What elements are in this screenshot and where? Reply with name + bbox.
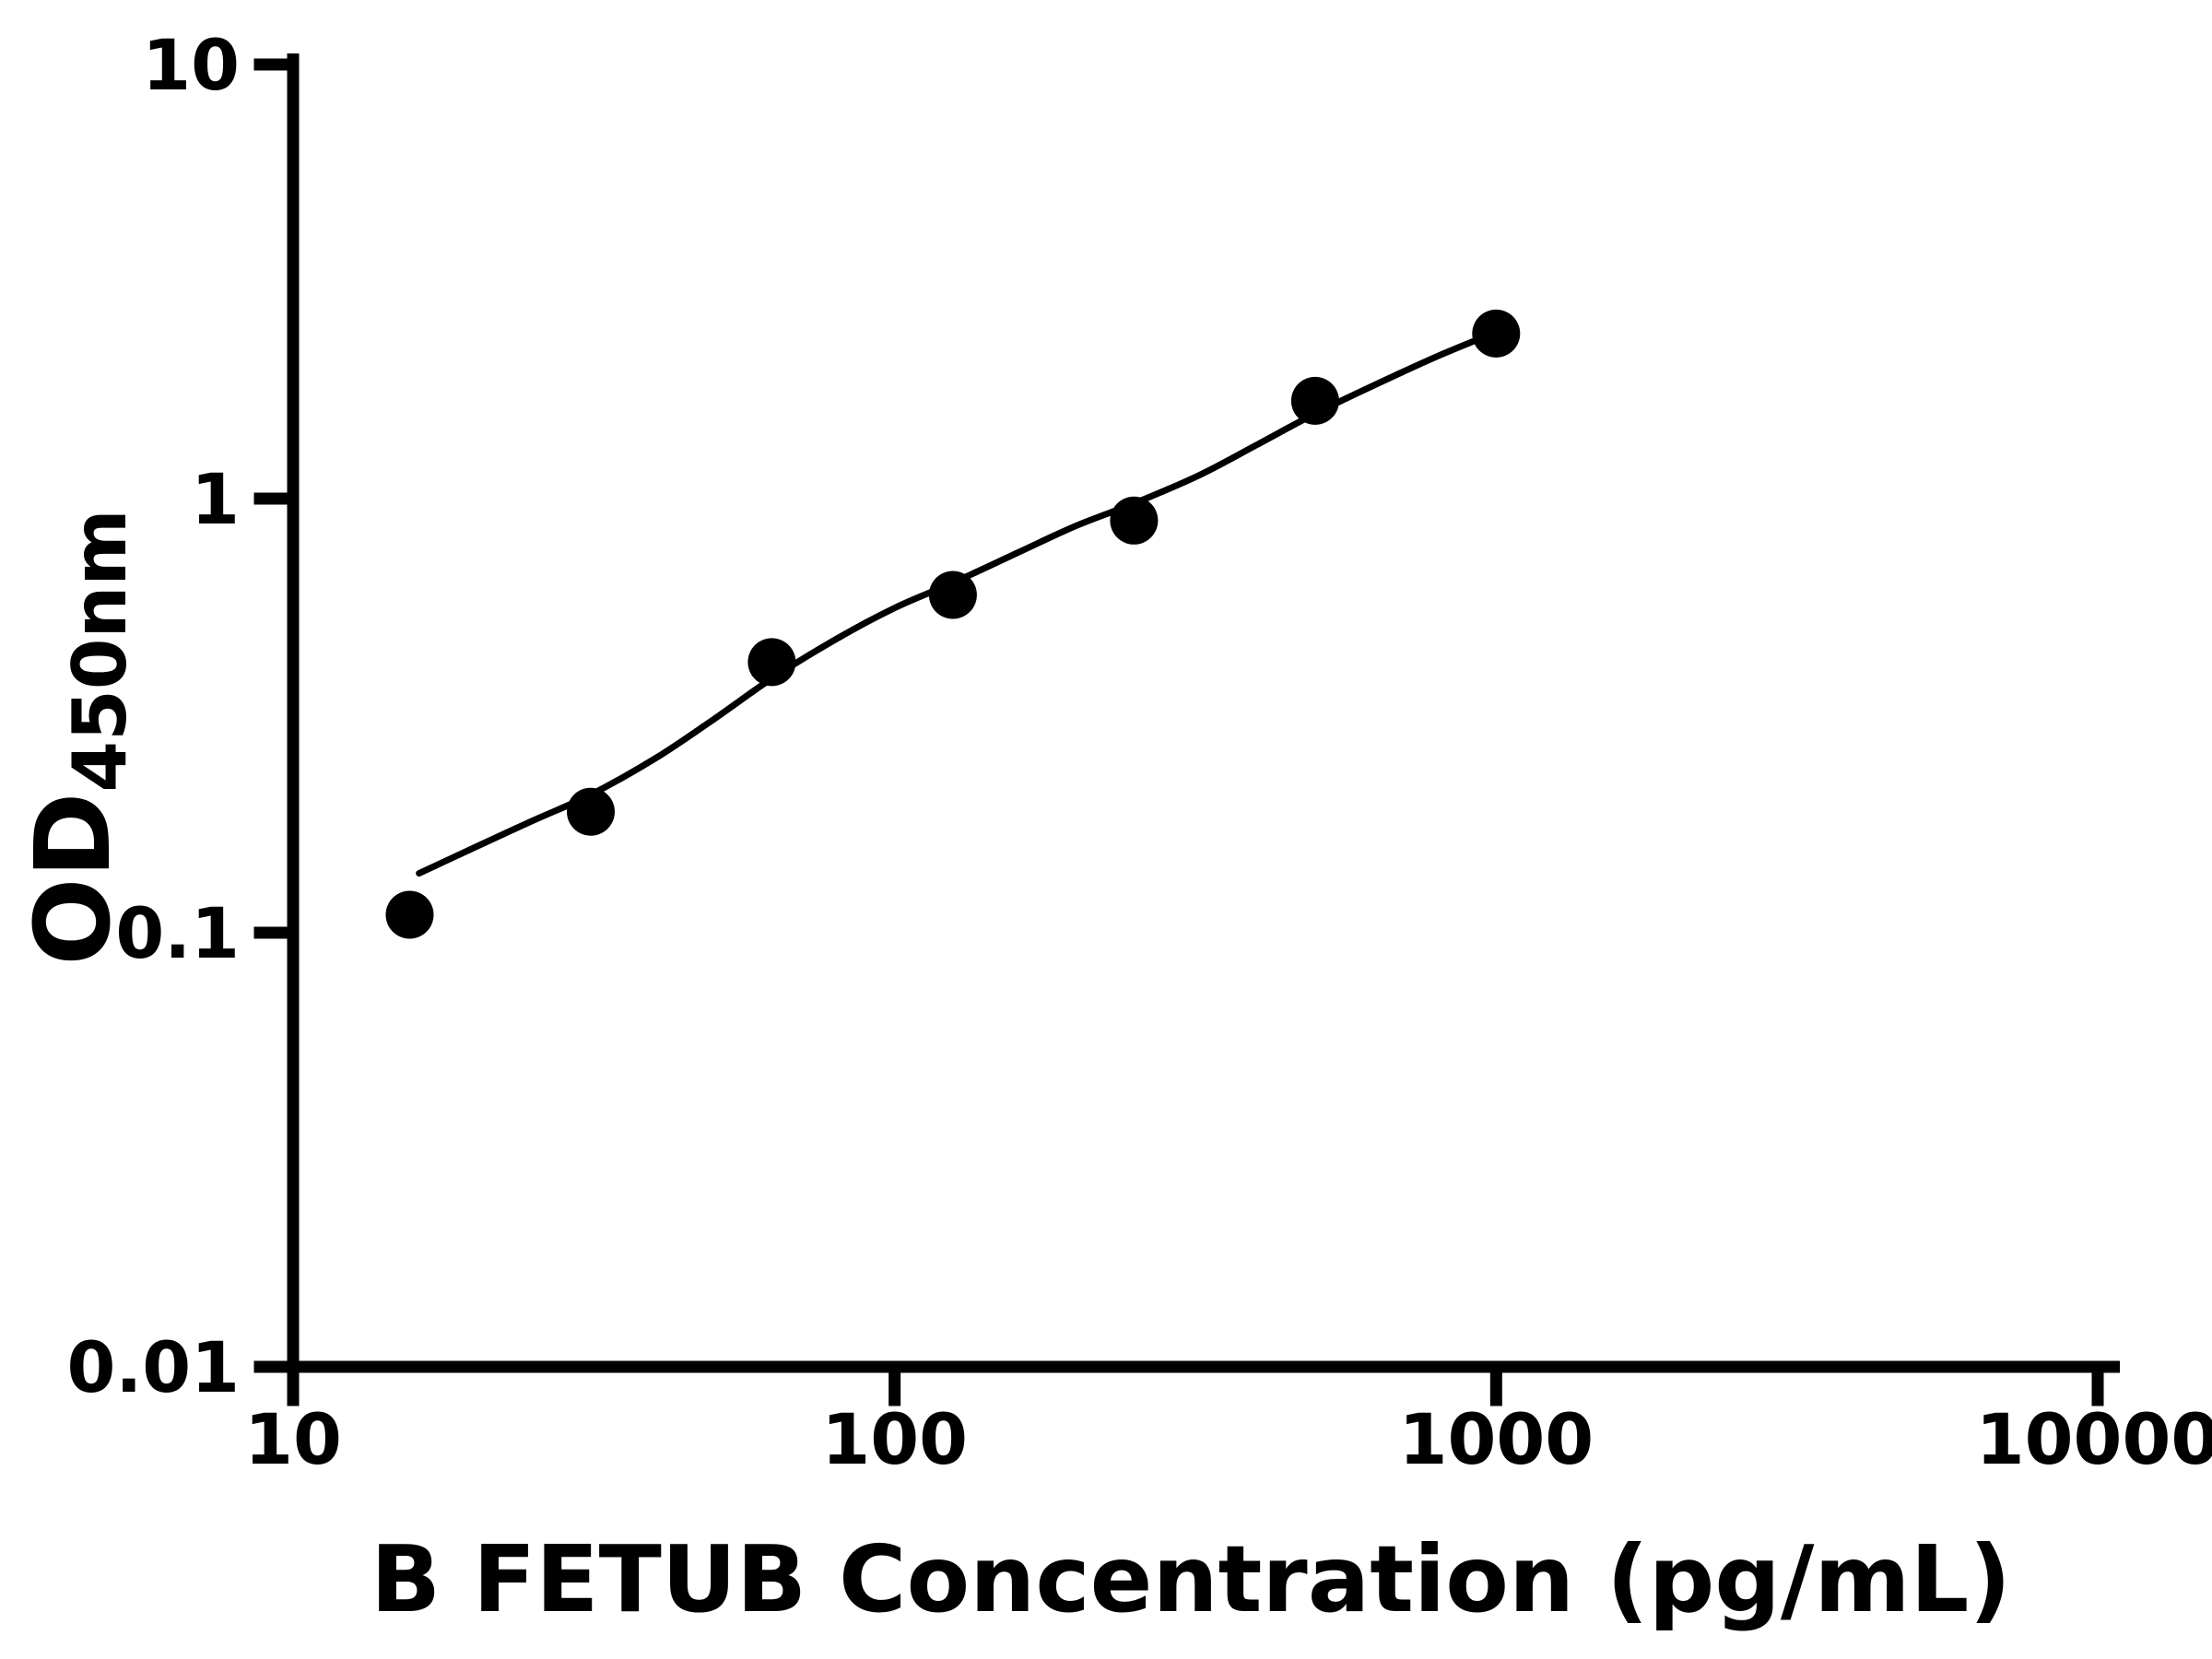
data-point-marker [1110,496,1159,545]
y-tick-label: 1 [191,458,240,540]
data-point-marker [567,787,615,836]
x-tick-label: 1000 [1399,1398,1594,1480]
y-axis-label-subscript: 450nm [57,509,143,792]
y-tick-label: 10 [142,24,240,106]
x-tick-label: 10 [244,1398,342,1480]
x-axis-label: B FETUB Concentration (pg/mL) [371,1525,2011,1633]
x-tick-label: 10000 [1976,1398,2212,1480]
y-tick-label: 0.1 [115,892,240,974]
data-point-marker [1472,309,1521,358]
y-axis-label-main: OD [14,793,134,966]
data-point-marker [385,890,434,939]
data-point-marker [928,571,977,619]
y-tick-label: 0.01 [66,1326,240,1408]
y-axis-label: OD450nm [14,509,143,966]
data-point-marker [1290,376,1339,425]
x-tick-label: 100 [821,1398,968,1480]
plot-area: 0.01 0.1 1 10 10 100 1000 10000 [66,24,2212,1480]
data-point-marker [747,638,796,687]
